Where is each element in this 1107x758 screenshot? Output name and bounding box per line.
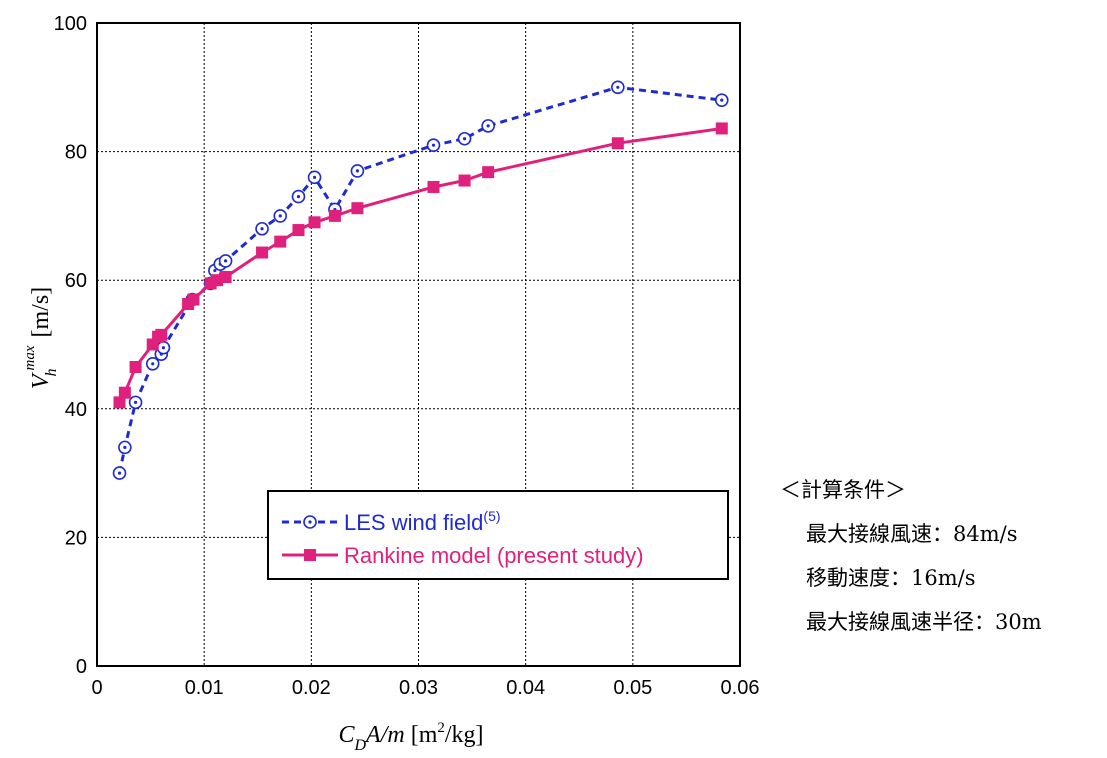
tick-labels: 0 0.01 0.02 0.03 0.04 0.05 0.06 0 20 40 60 80 100: [54, 13, 760, 699]
data-point: [156, 340, 171, 355]
data-point: [274, 235, 287, 248]
data-point: [113, 396, 126, 409]
x-axis-label: CDA/m [m2/kg]: [338, 720, 483, 754]
data-point: [715, 122, 728, 135]
conditions-heading: ＜計算条件＞: [780, 478, 906, 502]
y-tick-label: 60: [65, 270, 87, 292]
data-point: [118, 386, 131, 399]
legend-label-rankine: Rankine model (present study): [344, 543, 644, 568]
y-tick-label: 100: [54, 13, 87, 35]
y-tick-label: 20: [65, 527, 87, 549]
data-point: [291, 189, 306, 204]
y-axis-label: Vhmax[m/s]: [22, 287, 60, 389]
data-point: [426, 138, 441, 152]
data-point: [129, 361, 142, 374]
svg-text:Vhmax[m/s]: Vhmax[m/s]: [22, 287, 60, 389]
legend-entry-rankine: Rankine model (present study): [282, 543, 644, 568]
y-tick-label: 80: [65, 142, 87, 164]
data-point: [128, 395, 143, 410]
legend: LES wind field(5) Rankine model (present…: [267, 490, 729, 580]
legend-label-les-sup: (5): [483, 508, 500, 524]
x-tick-label: 0.04: [506, 677, 545, 699]
x-tick-label: 0.05: [613, 677, 652, 699]
data-point: [458, 174, 471, 187]
data-point: [145, 356, 160, 371]
data-point: [218, 254, 233, 268]
x-tick-label: 0.06: [721, 677, 760, 699]
x-tick-label: 0.03: [399, 677, 438, 699]
data-point: [155, 328, 168, 341]
x-tick-label: 0: [91, 677, 102, 699]
data-point: [255, 221, 269, 236]
data-point: [219, 270, 232, 283]
series-layer: [112, 80, 729, 480]
data-point: [307, 170, 322, 185]
data-point: [256, 246, 269, 259]
y-tick-label: 40: [65, 399, 87, 421]
data-point: [350, 164, 365, 178]
data-point: [714, 93, 729, 107]
data-point: [482, 166, 495, 179]
series-line: [118, 127, 723, 404]
condition-max-tangential-wind: 最大接線風速：84m/s: [806, 522, 1018, 546]
calculation-conditions: ＜計算条件＞ 最大接線風速：84m/s 移動速度：16m/s 最大接線風速半径：…: [780, 468, 1042, 644]
x-tick-label: 0.01: [185, 677, 224, 699]
x-tick-label: 0.02: [292, 677, 331, 699]
data-point: [611, 137, 624, 150]
data-point: [308, 216, 321, 229]
condition-translation-speed: 移動速度：16m/s: [806, 566, 976, 590]
data-point: [273, 209, 288, 223]
data-point: [427, 180, 440, 193]
data-point: [292, 224, 305, 237]
data-point: [187, 293, 200, 306]
data-point: [328, 209, 341, 222]
data-point: [611, 80, 625, 95]
data-point: [481, 119, 495, 133]
condition-max-wind-radius: 最大接線風速半径：30m: [806, 610, 1042, 634]
data-point: [118, 440, 132, 455]
data-point: [457, 131, 472, 146]
plot-frame: [96, 22, 741, 667]
data-point: [112, 466, 127, 480]
y-tick-label: 0: [76, 656, 87, 678]
series-rankine: [113, 122, 728, 409]
data-point: [351, 202, 364, 215]
svg-text:LES wind field(5): LES wind field(5): [344, 508, 501, 535]
legend-label-les: LES wind field: [344, 510, 483, 535]
legend-entry-les: LES wind field(5): [282, 508, 501, 535]
